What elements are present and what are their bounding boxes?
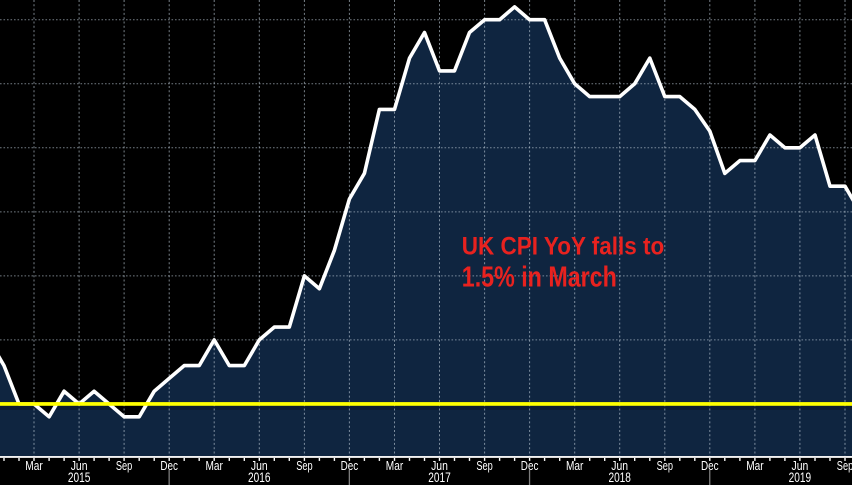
svg-text:Mar: Mar <box>566 459 584 473</box>
svg-text:2016: 2016 <box>248 470 271 485</box>
svg-text:Mar: Mar <box>206 459 224 473</box>
svg-text:Sep: Sep <box>476 459 492 473</box>
svg-text:2018: 2018 <box>608 470 631 485</box>
svg-text:Dec: Dec <box>341 459 359 473</box>
svg-text:2017: 2017 <box>428 470 451 485</box>
svg-text:Sep: Sep <box>657 459 673 473</box>
svg-text:Jun: Jun <box>71 459 88 473</box>
svg-text:Dec: Dec <box>701 459 719 473</box>
svg-text:Jun: Jun <box>611 459 628 473</box>
svg-text:Jun: Jun <box>431 459 448 473</box>
svg-text:1.5% in March: 1.5% in March <box>462 261 617 293</box>
svg-text:Dec: Dec <box>160 459 178 473</box>
svg-text:Sep: Sep <box>116 459 132 473</box>
svg-text:Jun: Jun <box>792 459 809 473</box>
svg-text:Dec: Dec <box>521 459 539 473</box>
svg-text:UK CPI YoY falls to: UK CPI YoY falls to <box>462 233 665 261</box>
svg-text:Mar: Mar <box>746 459 764 473</box>
svg-text:Sep: Sep <box>837 459 852 473</box>
svg-text:2015: 2015 <box>68 470 91 485</box>
svg-text:Mar: Mar <box>25 459 43 473</box>
svg-text:2019: 2019 <box>789 470 812 485</box>
svg-text:Mar: Mar <box>386 459 404 473</box>
svg-text:Sep: Sep <box>296 459 312 473</box>
svg-text:Jun: Jun <box>251 459 268 473</box>
